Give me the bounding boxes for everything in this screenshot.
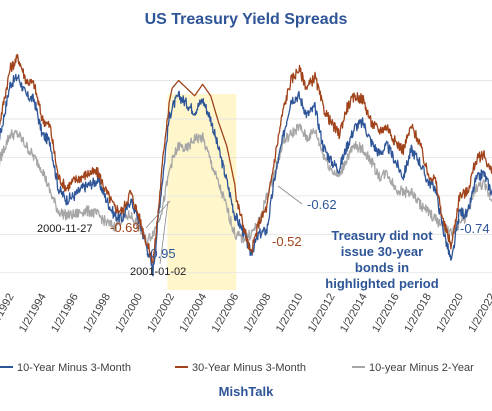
x-tick-label: 1/2/2006 bbox=[210, 292, 242, 335]
legend-label-gray: 10-year Minus 2-Year bbox=[369, 362, 474, 374]
series-line-30-year-minus-3-month bbox=[0, 53, 492, 264]
x-tick-label: 1/2/2002 bbox=[145, 292, 177, 335]
highlight-period bbox=[167, 94, 237, 291]
annotation-blue-value-3: -0.74 bbox=[460, 221, 490, 236]
x-tick-label: 1/2/2010 bbox=[274, 292, 306, 335]
legend: 10-Year Minus 3-Month 30-Year Minus 3-Mo… bbox=[0, 362, 474, 374]
x-tick-label: 1/2/2020 bbox=[434, 292, 466, 335]
annotation-note-line-3: bonds in bbox=[355, 260, 409, 275]
x-axis-ticks: 1/2/1992 1/2/1994 1/2/1996 1/2/1998 1/2/2000… bbox=[0, 292, 492, 335]
x-tick-label: 1/2/2014 bbox=[338, 292, 370, 335]
annotation-note-line-1: Treasury did not bbox=[331, 228, 433, 243]
x-tick-label: 1/2/2008 bbox=[242, 292, 274, 335]
gridlines bbox=[0, 80, 492, 274]
legend-label-blue: 10-Year Minus 3-Month bbox=[17, 362, 131, 374]
annotation-blue-value-2: -0.62 bbox=[307, 197, 337, 212]
legend-label-brown: 30-Year Minus 3-Month bbox=[192, 362, 306, 374]
x-tick-label: 1/2/2016 bbox=[370, 292, 402, 335]
x-tick-label: 1/2/2022 bbox=[466, 292, 492, 335]
x-tick-label: 1/2/2000 bbox=[113, 292, 145, 335]
annotation-note-line-2: issue 30-year bbox=[341, 244, 423, 259]
annotation-date-1: 2000-11-27 bbox=[37, 223, 92, 235]
chart-title: US Treasury Yield Spreads bbox=[145, 11, 348, 28]
leader-line-1 bbox=[145, 200, 171, 229]
leader-line-2 bbox=[159, 200, 169, 265]
annotation-note-line-4: highlighted period bbox=[325, 276, 438, 291]
x-tick-label: 1/2/2004 bbox=[177, 292, 209, 335]
annotation-blue-value-1: -0.95 bbox=[146, 246, 176, 261]
annotation-brown-value-2: -0.52 bbox=[272, 234, 302, 249]
annotation-date-2: 2001-01-02 bbox=[130, 266, 186, 278]
x-tick-label: 1/2/2018 bbox=[402, 292, 434, 335]
leader-line-3 bbox=[277, 185, 303, 205]
x-tick-label: 1/2/1992 bbox=[0, 292, 17, 335]
x-tick-label: 1/2/1998 bbox=[81, 292, 113, 335]
x-tick-label: 1/2/1996 bbox=[49, 292, 81, 335]
annotation-brown-value-1: -0.69 bbox=[110, 220, 140, 235]
x-tick-label: 1/2/1994 bbox=[17, 292, 49, 335]
x-tick-label: 1/2/2012 bbox=[306, 292, 338, 335]
footer-source: MishTalk bbox=[219, 384, 274, 399]
series-layer bbox=[0, 53, 492, 277]
